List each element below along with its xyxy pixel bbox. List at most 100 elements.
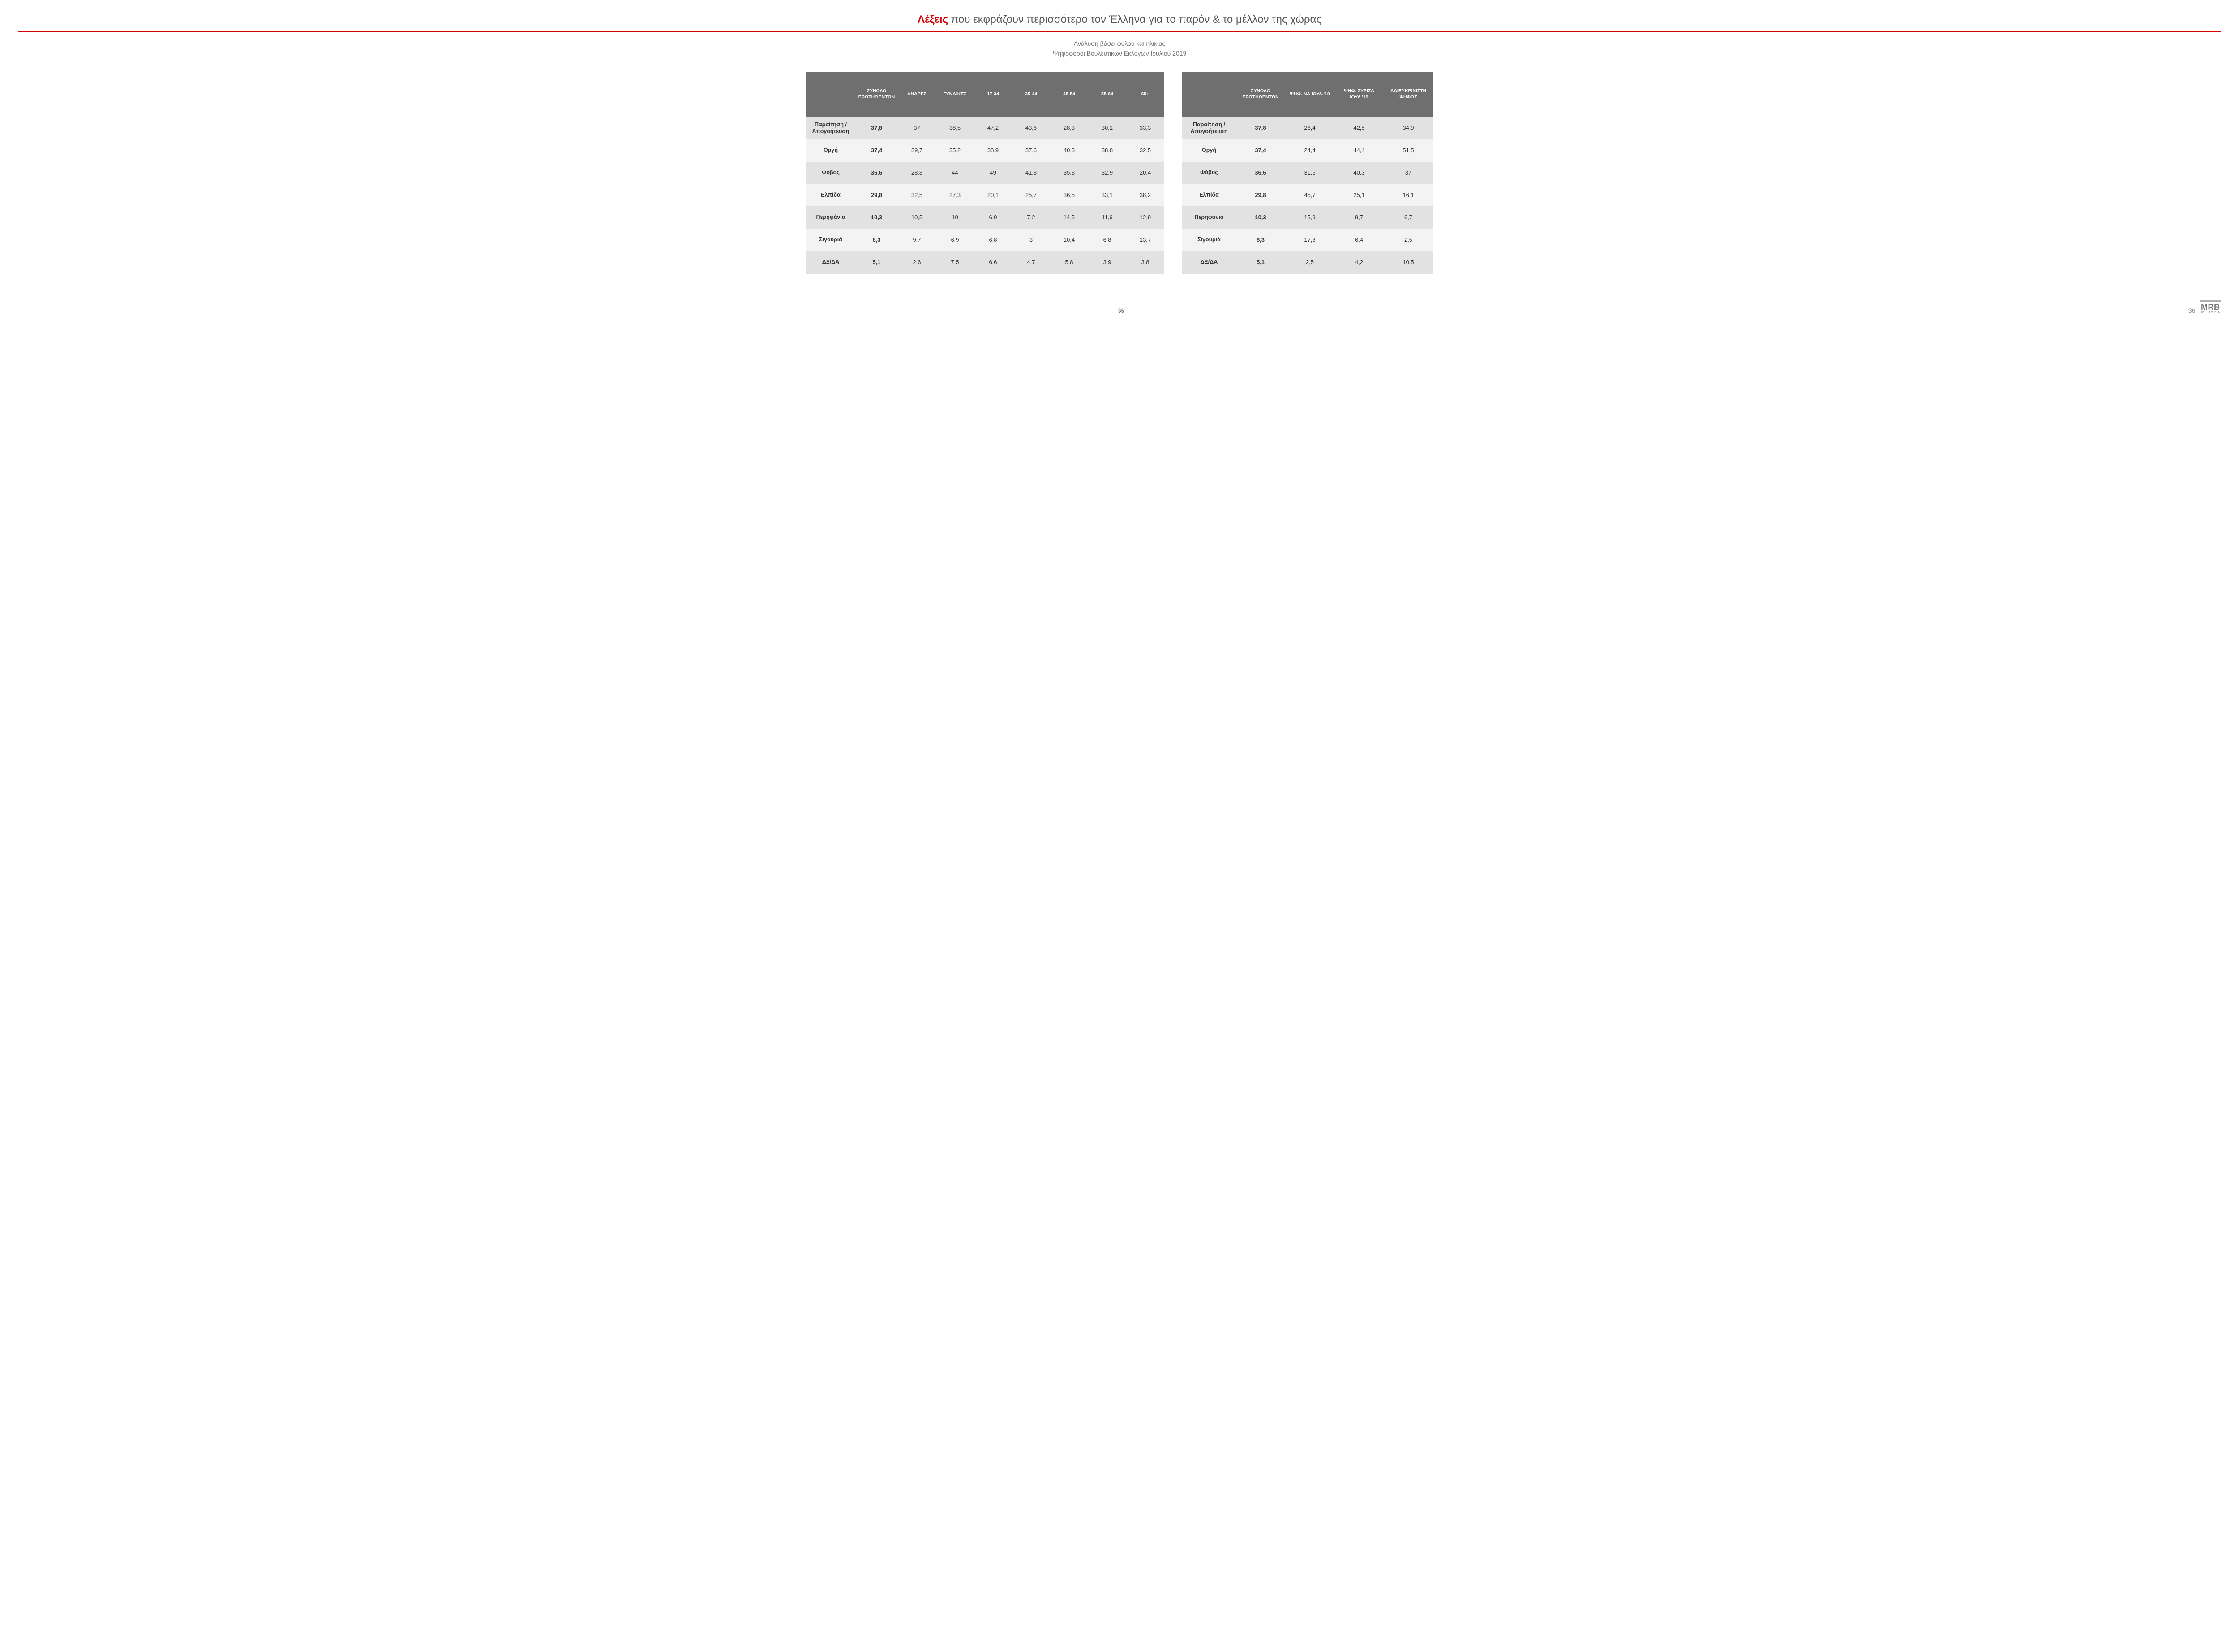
cell-value: 14,5: [1050, 206, 1088, 229]
cell-value: 49: [974, 162, 1012, 184]
cell-value: 35,2: [936, 139, 974, 162]
cell-value: 3: [1012, 229, 1050, 251]
table-row: Παραίτηση / Απογοήτευση37,83738,547,243,…: [806, 117, 1164, 139]
row-label: Φόβος: [806, 162, 855, 184]
table-body: Παραίτηση / Απογοήτευση37,826,442,534,9Ο…: [1182, 117, 1433, 274]
cell-total: 5,1: [855, 251, 898, 274]
subtitle-block: Ανάλυση βάσει φύλου και ηλικίας Ψηφοφόρο…: [18, 39, 2221, 59]
cell-value: 25,1: [1334, 184, 1384, 206]
cell-value: 2,5: [1384, 229, 1433, 251]
cell-value: 26,4: [1285, 117, 1334, 139]
cell-total: 36,6: [1236, 162, 1285, 184]
tables-container: ΣΥΝΟΛΟ ΕΡΩΤΗΘΕΝΤΩΝ ΑΝΔΡΕΣ ΓΥΝΑΙΚΕΣ 17-34…: [18, 72, 2221, 274]
percent-label: %: [54, 307, 2188, 314]
cell-total: 29,8: [855, 184, 898, 206]
cell-value: 27,3: [936, 184, 974, 206]
subtitle-line-2: Ψηφοφόροι Βουλευτικών Εκλογών Ιουλίου 20…: [18, 48, 2221, 58]
row-label: Σιγουριά: [806, 229, 855, 251]
table-row: ΔΞ/ΔΑ5,12,54,210,5: [1182, 251, 1433, 274]
table-row: Οργή37,439,735,238,937,640,338,832,5: [806, 139, 1164, 162]
cell-value: 34,9: [1384, 117, 1433, 139]
table-demographics: ΣΥΝΟΛΟ ΕΡΩΤΗΘΕΝΤΩΝ ΑΝΔΡΕΣ ΓΥΝΑΙΚΕΣ 17-34…: [806, 72, 1164, 274]
cell-value: 16,1: [1384, 184, 1433, 206]
cell-value: 15,9: [1285, 206, 1334, 229]
cell-value: 4,2: [1334, 251, 1384, 274]
table-row: Σιγουριά8,39,76,96,8310,46,813,7: [806, 229, 1164, 251]
table-header-row: ΣΥΝΟΛΟ ΕΡΩΤΗΘΕΝΤΩΝ ΨΗΦ. ΝΔ ΙΟΥΛ.'19 ΨΗΦ.…: [1182, 72, 1433, 117]
cell-value: 6,8: [1088, 229, 1126, 251]
cell-value: 32,9: [1088, 162, 1126, 184]
cell-value: 35,8: [1050, 162, 1088, 184]
cell-value: 6,9: [936, 229, 974, 251]
cell-total: 36,6: [855, 162, 898, 184]
cell-total: 37,8: [1236, 117, 1285, 139]
cell-value: 44,4: [1334, 139, 1384, 162]
cell-total: 5,1: [1236, 251, 1285, 274]
cell-value: 25,7: [1012, 184, 1050, 206]
row-label: Ελπίδα: [806, 184, 855, 206]
cell-value: 38,2: [1126, 184, 1164, 206]
col-header: ΨΗΦ. ΣΥΡΙΖΑ ΙΟΥΛ.'19: [1334, 72, 1384, 117]
cell-value: 9,7: [1334, 206, 1384, 229]
cell-value: 3,8: [1126, 251, 1164, 274]
row-label: Περηφάνια: [806, 206, 855, 229]
cell-value: 33,1: [1088, 184, 1126, 206]
cell-value: 38,8: [1088, 139, 1126, 162]
cell-total: 37,4: [855, 139, 898, 162]
cell-value: 44: [936, 162, 974, 184]
cell-value: 9,7: [898, 229, 936, 251]
cell-value: 28,8: [898, 162, 936, 184]
col-header: 45-54: [1050, 72, 1088, 117]
table-header-row: ΣΥΝΟΛΟ ΕΡΩΤΗΘΕΝΤΩΝ ΑΝΔΡΕΣ ΓΥΝΑΙΚΕΣ 17-34…: [806, 72, 1164, 117]
cell-value: 5,8: [1050, 251, 1088, 274]
cell-value: 32,5: [898, 184, 936, 206]
row-label: Φόβος: [1182, 162, 1236, 184]
cell-value: 10: [936, 206, 974, 229]
col-header: [806, 72, 855, 117]
page-title: Λέξεις που εκφράζουν περισσότερο τον Έλλ…: [18, 13, 2221, 26]
cell-value: 45,7: [1285, 184, 1334, 206]
table-body: Παραίτηση / Απογοήτευση37,83738,547,243,…: [806, 117, 1164, 274]
cell-value: 42,5: [1334, 117, 1384, 139]
cell-value: 24,4: [1285, 139, 1334, 162]
cell-value: 6,6: [974, 251, 1012, 274]
row-label: Παραίτηση / Απογοήτευση: [806, 117, 855, 139]
row-label: Περηφάνια: [1182, 206, 1236, 229]
row-label: Παραίτηση / Απογοήτευση: [1182, 117, 1236, 139]
col-header: ΣΥΝΟΛΟ ΕΡΩΤΗΘΕΝΤΩΝ: [855, 72, 898, 117]
table-row: Ελπίδα29,845,725,116,1: [1182, 184, 1433, 206]
table-row: Ελπίδα29,832,527,320,125,736,533,138,2: [806, 184, 1164, 206]
cell-value: 2,6: [898, 251, 936, 274]
cell-total: 8,3: [1236, 229, 1285, 251]
cell-value: 30,1: [1088, 117, 1126, 139]
cell-value: 17,8: [1285, 229, 1334, 251]
cell-value: 13,7: [1126, 229, 1164, 251]
cell-total: 37,4: [1236, 139, 1285, 162]
cell-value: 11,6: [1088, 206, 1126, 229]
cell-value: 12,9: [1126, 206, 1164, 229]
cell-value: 2,5: [1285, 251, 1334, 274]
table-row: Παραίτηση / Απογοήτευση37,826,442,534,9: [1182, 117, 1433, 139]
cell-value: 10,5: [898, 206, 936, 229]
logo-text-big: MRB: [2200, 303, 2221, 311]
cell-value: 31,6: [1285, 162, 1334, 184]
cell-total: 10,3: [1236, 206, 1285, 229]
cell-value: 37: [1384, 162, 1433, 184]
cell-value: 39,7: [898, 139, 936, 162]
cell-value: 6,4: [1334, 229, 1384, 251]
table-voters: ΣΥΝΟΛΟ ΕΡΩΤΗΘΕΝΤΩΝ ΨΗΦ. ΝΔ ΙΟΥΛ.'19 ΨΗΦ.…: [1182, 72, 1433, 274]
table-row: Φόβος36,628,8444941,835,832,920,4: [806, 162, 1164, 184]
title-rest: που εκφράζουν περισσότερο τον Έλληνα για…: [948, 13, 1321, 26]
cell-value: 7,5: [936, 251, 974, 274]
col-header: [1182, 72, 1236, 117]
cell-value: 40,3: [1334, 162, 1384, 184]
row-label: Οργή: [806, 139, 855, 162]
cell-value: 4,7: [1012, 251, 1050, 274]
mrb-logo: MRB HELLAS S.A.: [2200, 300, 2221, 314]
cell-value: 38,9: [974, 139, 1012, 162]
table-row: ΔΞ/ΔΑ5,12,67,56,64,75,83,93,8: [806, 251, 1164, 274]
title-divider: [18, 31, 2221, 32]
page-footer: % 36 MRB HELLAS S.A.: [18, 300, 2221, 314]
table-row: Φόβος36,631,640,337: [1182, 162, 1433, 184]
cell-value: 28,3: [1050, 117, 1088, 139]
